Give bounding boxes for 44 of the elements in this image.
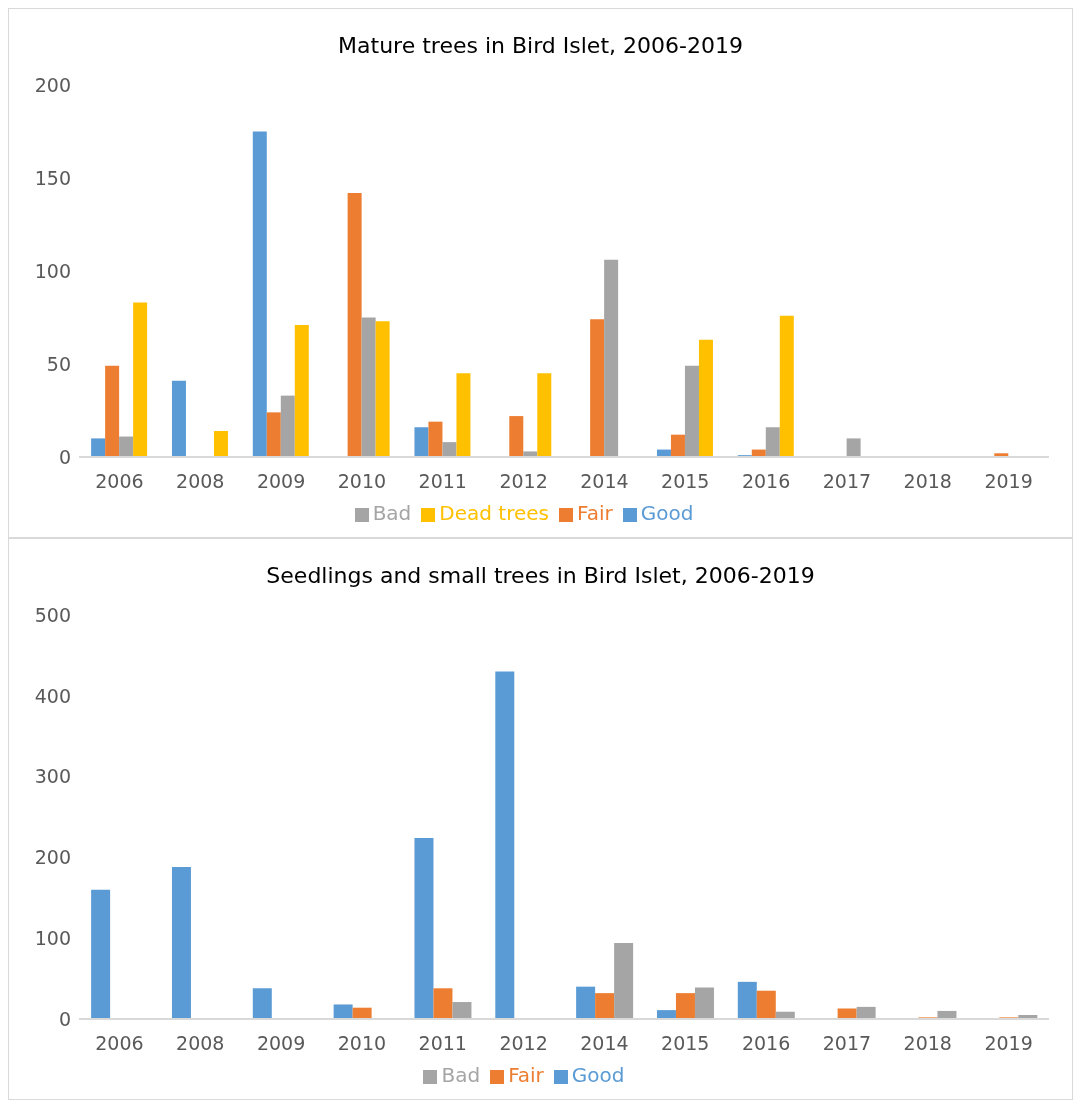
legend-label: Dead trees <box>439 501 549 525</box>
x-tick-label: 2016 <box>741 1032 791 1055</box>
x-tick-label: 2019 <box>984 470 1033 493</box>
x-tick-label: 2014 <box>580 470 629 493</box>
y-tick-label: 0 <box>58 1007 71 1030</box>
x-tick-label: 2018 <box>903 470 952 493</box>
x-tick-label: 2015 <box>661 470 710 493</box>
x-tick-label: 2009 <box>256 1032 306 1055</box>
legend-label: Fair <box>576 501 613 525</box>
x-tick-label: 2011 <box>418 470 467 493</box>
x-tick-label: 2010 <box>337 1032 387 1055</box>
x-tick-label: 2008 <box>176 470 225 493</box>
legend-label: Bad <box>441 1063 481 1087</box>
legend-label: Good <box>640 501 694 525</box>
legend-label: Bad <box>372 501 412 525</box>
x-tick-label: 2010 <box>337 470 387 493</box>
y-tick-label: 200 <box>34 73 71 96</box>
chart-title: Mature trees in Bird Islet, 2006-2019 <box>337 32 744 60</box>
y-tick-label: 100 <box>34 926 71 949</box>
y-tick-label: 0 <box>58 445 71 468</box>
y-tick-label: 50 <box>46 352 71 375</box>
y-tick-label: 100 <box>34 259 71 282</box>
x-tick-label: 2014 <box>580 1032 629 1055</box>
x-tick-label: 2008 <box>176 1032 225 1055</box>
legend-label: Good <box>571 1063 625 1087</box>
x-tick-label: 2018 <box>903 1032 952 1055</box>
x-tick-label: 2019 <box>984 1032 1033 1055</box>
x-tick-label: 2012 <box>499 470 548 493</box>
x-tick-label: 2012 <box>499 1032 548 1055</box>
x-tick-label: 2016 <box>741 470 791 493</box>
y-tick-label: 200 <box>34 846 71 869</box>
x-tick-label: 2017 <box>822 1032 872 1055</box>
x-tick-label: 2015 <box>661 1032 710 1055</box>
x-tick-label: 2017 <box>822 470 872 493</box>
x-tick-label: 2006 <box>95 1032 144 1055</box>
legend-label: Fair <box>508 1063 544 1087</box>
x-tick-label: 2006 <box>95 470 144 493</box>
chart-title: Seedlings and small trees in Bird Islet, 2006-2019 <box>265 562 816 590</box>
x-tick-label: 2009 <box>256 470 306 493</box>
y-tick-label: 300 <box>34 765 71 788</box>
y-tick-label: 400 <box>34 684 71 707</box>
x-tick-label: 2011 <box>418 1032 467 1055</box>
y-tick-label: 500 <box>34 603 71 626</box>
y-tick-label: 150 <box>34 166 71 189</box>
